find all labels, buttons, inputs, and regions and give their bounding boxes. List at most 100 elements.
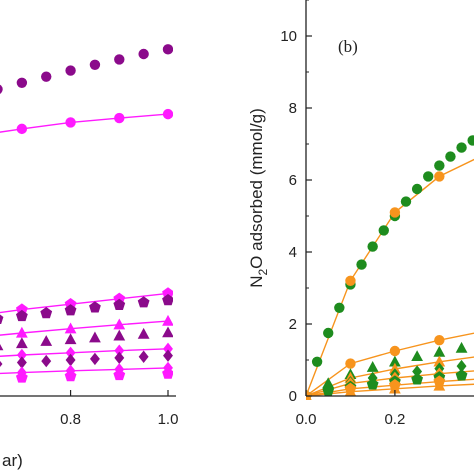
data-point — [0, 343, 4, 351]
data-point — [323, 327, 334, 339]
data-point — [137, 296, 150, 308]
data-point — [40, 335, 53, 346]
data-point — [16, 77, 28, 89]
data-point — [0, 360, 3, 368]
data-point — [162, 326, 173, 338]
data-point — [388, 355, 401, 367]
y-tick-label: 4 — [289, 244, 297, 261]
panel-a: 0.8 1.0 ar) — [0, 44, 178, 470]
data-point — [433, 345, 446, 357]
y-tick-label: 8 — [289, 100, 297, 117]
y-tick-label: 10 — [280, 28, 297, 45]
data-point — [162, 108, 173, 120]
data-point — [113, 329, 126, 341]
data-point — [322, 384, 335, 396]
panel-b-y-tick-labels: 0 2 4 6 8 10 — [280, 28, 297, 405]
data-point — [455, 369, 468, 381]
data-point — [41, 71, 52, 82]
panel-a-x-tick-labels: 0.8 1.0 — [60, 411, 178, 428]
data-point — [113, 298, 126, 310]
data-point — [16, 348, 27, 362]
data-point — [388, 382, 401, 394]
series-line — [0, 113, 169, 133]
data-point — [138, 350, 149, 363]
data-point — [162, 287, 173, 299]
x-tick-label: 0.2 — [384, 411, 405, 428]
data-point — [434, 171, 445, 182]
data-point — [411, 373, 424, 385]
data-point — [138, 48, 149, 60]
data-point — [456, 359, 467, 373]
data-point — [423, 171, 434, 182]
data-point — [345, 358, 356, 369]
data-point — [389, 345, 401, 357]
data-point — [366, 378, 379, 390]
data-point — [15, 303, 28, 315]
data-point — [412, 365, 423, 378]
panel-a-x-axis-title: ar) — [2, 451, 23, 470]
data-point — [455, 341, 468, 353]
series-line — [306, 158, 474, 397]
panel-b-x-tick-labels: 0.0 0.2 — [296, 411, 406, 428]
data-point — [65, 65, 76, 76]
data-point — [64, 304, 77, 316]
data-point — [356, 259, 367, 270]
series-line — [306, 383, 474, 397]
data-point — [114, 54, 125, 65]
data-point — [89, 352, 100, 366]
data-point — [16, 123, 28, 135]
panel-a-ticks — [69, 390, 169, 396]
data-point — [445, 151, 456, 162]
data-point — [434, 160, 445, 171]
data-point — [65, 346, 76, 359]
data-point — [0, 84, 3, 94]
data-point — [367, 241, 378, 252]
x-tick-label: 0.0 — [296, 411, 317, 428]
data-point — [400, 196, 412, 207]
data-point — [114, 112, 125, 124]
data-point — [467, 135, 474, 146]
y-title-n: N — [247, 276, 266, 288]
panel-b-y-axis-title: N2O adsorbed (mmol/g) — [247, 108, 270, 288]
panel-a-markers — [0, 44, 173, 383]
data-point — [15, 326, 28, 338]
data-point — [306, 389, 312, 400]
y-title-rest: O adsorbed (mmol/g) — [247, 108, 266, 269]
data-point — [162, 44, 173, 55]
data-point — [65, 353, 76, 367]
data-point — [41, 354, 52, 368]
panel-b-label: (b) — [338, 37, 358, 56]
data-point — [89, 59, 101, 70]
data-point — [15, 309, 28, 322]
x-tick-label: 1.0 — [158, 411, 179, 428]
data-point — [389, 207, 401, 218]
x-tick-label: 0.8 — [60, 411, 81, 428]
data-point — [434, 335, 445, 346]
data-point — [64, 333, 77, 345]
data-point — [411, 183, 423, 195]
data-point — [64, 370, 77, 382]
y-title-subscript: 2 — [256, 269, 270, 276]
data-point — [162, 367, 173, 379]
data-point — [113, 318, 126, 330]
data-point — [345, 275, 356, 286]
data-point — [163, 342, 173, 356]
data-point — [114, 344, 125, 357]
data-point — [15, 337, 28, 349]
data-point — [433, 379, 446, 391]
data-point — [65, 117, 76, 128]
data-point — [114, 351, 125, 365]
data-point — [113, 368, 126, 381]
data-point — [89, 331, 101, 343]
data-point — [378, 225, 389, 236]
data-point — [344, 385, 357, 397]
panel-b-fit-lines — [306, 158, 474, 397]
y-tick-label: 2 — [289, 316, 297, 333]
data-point — [64, 322, 77, 334]
data-point — [162, 294, 173, 306]
panel-b-markers — [306, 135, 474, 400]
data-point — [0, 314, 4, 324]
y-tick-label: 6 — [289, 172, 297, 189]
data-point — [334, 302, 345, 313]
